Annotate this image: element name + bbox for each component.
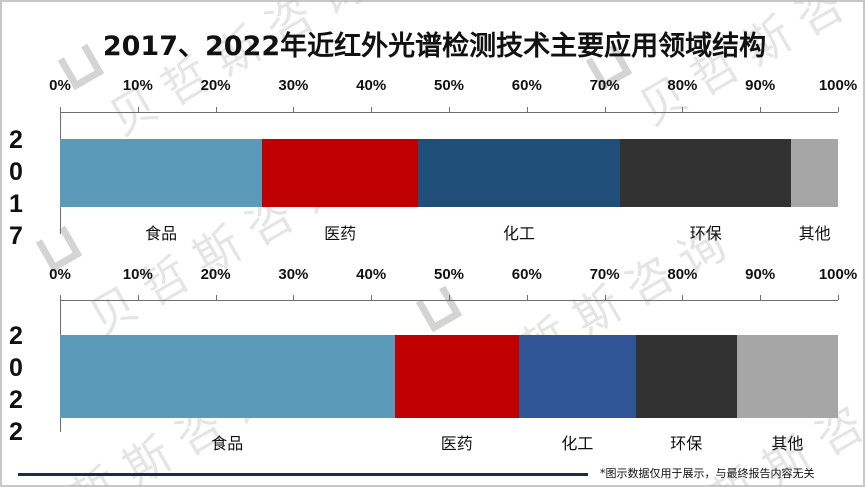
x-axis-tick-label: 60% (511, 77, 542, 94)
x-axis-tick (526, 107, 528, 112)
x-axis-tick (371, 295, 373, 300)
x-axis-tick (604, 295, 606, 300)
bar-segment[interactable] (394, 335, 519, 418)
x-axis-tick-label: 80% (667, 77, 698, 94)
year-digit: 2 (9, 322, 23, 350)
year-digit: 7 (9, 222, 23, 250)
x-axis-tick-label: 100% (818, 266, 858, 283)
year-digit: 0 (9, 354, 23, 382)
x-axis-tick (526, 295, 528, 300)
bar-segment[interactable] (60, 139, 263, 207)
x-axis-tick-label: 10% (122, 77, 153, 94)
x-axis-line (60, 300, 838, 301)
x-axis-tick (760, 107, 762, 112)
category-label: 化工 (503, 224, 536, 243)
bar-segment[interactable] (60, 335, 395, 418)
x-axis-tick (293, 107, 295, 112)
x-axis-line (60, 112, 838, 113)
bar-segment[interactable] (620, 139, 792, 207)
bar-segment[interactable] (736, 335, 838, 418)
x-axis-tick (137, 295, 139, 300)
x-axis-tick-label: 40% (356, 266, 387, 283)
year-digit: 1 (9, 190, 23, 218)
x-axis-tick (682, 107, 684, 112)
x-axis-tick-label: 40% (356, 77, 387, 94)
x-axis-tick (760, 295, 762, 300)
x-axis-tick (137, 107, 139, 112)
x-axis-tick (604, 107, 606, 112)
x-axis-tick-label: 20% (200, 266, 231, 283)
x-axis-tick-label: 0% (49, 266, 71, 283)
x-axis-tick-label: 70% (589, 77, 620, 94)
year-digit: 2 (9, 386, 23, 414)
x-axis-tick-label: 60% (511, 266, 542, 283)
footnote: *图示数据仅用于展示，与最终报告内容无关 (600, 467, 815, 480)
stacked-bar (60, 139, 838, 207)
x-axis-tick-label: 90% (745, 77, 776, 94)
x-axis-tick (215, 295, 217, 300)
chart-title: 2017、2022年近红外光谱检测技术主要应用领域结构 (102, 31, 767, 62)
x-axis-tick-label: 0% (49, 77, 71, 94)
x-axis-tick (215, 107, 217, 112)
x-axis-tick (838, 295, 839, 300)
x-axis-tick-label: 70% (589, 266, 620, 283)
category-label: 化工 (561, 434, 594, 453)
x-axis-tick-label: 50% (433, 266, 465, 283)
category-label: 食品 (211, 434, 244, 453)
year-digit: 2 (9, 126, 23, 154)
x-axis-tick-label: 10% (122, 266, 153, 283)
x-axis-tick-label: 50% (433, 77, 465, 94)
x-axis-tick (449, 107, 450, 112)
year-digit: 0 (9, 158, 23, 186)
x-axis-tick (293, 295, 295, 300)
x-axis-tick-label: 20% (200, 77, 231, 94)
bar-segment[interactable] (262, 139, 418, 207)
category-label: 医药 (440, 434, 473, 453)
bar-segment[interactable] (635, 335, 737, 418)
stacked-bar (60, 335, 838, 418)
x-axis-tick (838, 107, 839, 112)
x-axis-tick (371, 107, 373, 112)
bar-segment[interactable] (417, 139, 621, 207)
x-axis-tick (449, 295, 450, 300)
bar-segment[interactable] (519, 335, 636, 418)
category-label: 医药 (324, 224, 357, 243)
x-axis-tick-label: 30% (278, 77, 309, 94)
x-axis-tick (682, 295, 684, 300)
x-axis-tick-label: 100% (818, 77, 858, 94)
chart-2017: 0% 10% 20% 30% 40% 50% 60% 70% 80% 90% 100% 2 0 1 7 食品医… (2, 2, 865, 250)
category-label: 其他 (798, 224, 831, 243)
x-axis-tick-label: 30% (278, 266, 309, 283)
category-label: 环保 (689, 224, 722, 243)
x-axis-tick-label: 90% (745, 266, 776, 283)
category-label: 食品 (145, 224, 178, 243)
x-axis-tick-label: 80% (667, 266, 698, 283)
bar-segment[interactable] (791, 139, 838, 207)
category-label: 环保 (670, 434, 703, 453)
category-label: 其他 (771, 434, 804, 453)
year-digit: 2 (9, 418, 23, 446)
footer-divider (18, 473, 588, 476)
chart-2022: 0% 10% 20% 30% 40% 50% 60% 70% 80% 90% 100% 2 0 2 2 食品医… (2, 2, 865, 453)
